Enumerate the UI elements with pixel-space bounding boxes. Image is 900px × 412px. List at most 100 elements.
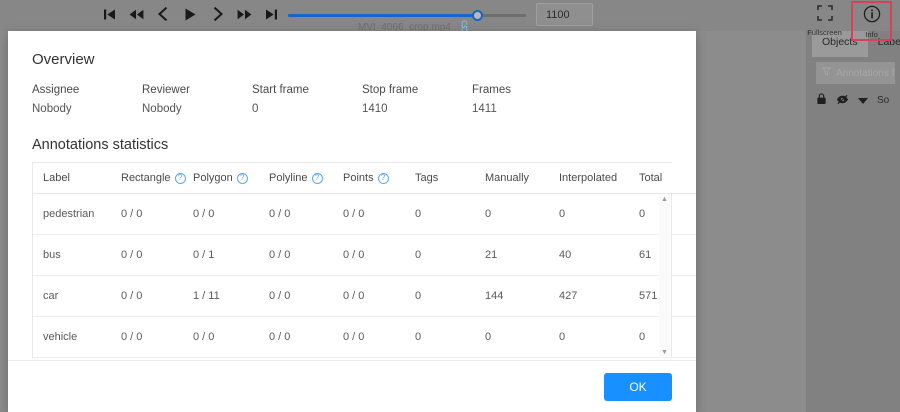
column-header-polyline: Polyline? xyxy=(259,163,333,194)
scroll-up-arrow-icon[interactable]: ▲ xyxy=(661,196,668,203)
column-header-label: Rectangle xyxy=(121,172,171,184)
play-icon[interactable] xyxy=(181,2,199,26)
overview-label-start-frame: Start frame xyxy=(252,84,309,96)
topbar-right-tools: Fullscreen Info xyxy=(804,1,892,41)
scroll-down-arrow-icon[interactable]: ▼ xyxy=(661,349,668,356)
column-header-rectangle: Rectangle? xyxy=(111,163,186,194)
frame-number-value: 1100 xyxy=(546,8,570,21)
ok-button[interactable]: OK xyxy=(604,372,672,401)
table-cell: 0 xyxy=(405,358,475,361)
table-vertical-scrollbar[interactable]: ▲ ▼ xyxy=(659,196,670,356)
table-cell: vehicle xyxy=(33,316,111,358)
annotations-statistics-table: Label Rectangle? Polygon? Polyline? Points? T… xyxy=(32,162,696,358)
last-frame-icon[interactable] xyxy=(262,2,280,26)
objects-sidebar: Objects Labels Annotations filte xyxy=(806,31,900,412)
table-cell: 40 xyxy=(549,234,629,276)
column-header-polygon: Polygon? xyxy=(183,163,259,194)
annotations-filter-input[interactable]: Annotations filte xyxy=(816,62,895,84)
task-info-modal: Overview Assignee Reviewer Start frame S… xyxy=(8,31,696,412)
table-cell: 144 xyxy=(475,275,549,317)
slider-handle[interactable] xyxy=(472,10,483,21)
info-label: Info xyxy=(865,30,878,39)
table-cell: 0 / 0 xyxy=(333,193,405,235)
playback-controls xyxy=(100,2,280,26)
slider-fill xyxy=(288,14,478,17)
overview-value-reviewer: Nobody xyxy=(142,103,182,115)
column-header-manually: Manually xyxy=(475,163,549,194)
overview-label-stop-frame: Stop frame xyxy=(362,84,419,96)
overview-label-assignee: Assignee xyxy=(32,84,80,96)
fullscreen-button[interactable]: Fullscreen xyxy=(804,1,845,37)
table-cell: 0 / 0 xyxy=(111,275,183,317)
table-cell: 0 / 0 xyxy=(259,193,333,235)
table-cell: 0 xyxy=(549,316,629,358)
table-cell: 0 / 0 xyxy=(111,193,183,235)
column-header-points: Points? xyxy=(333,163,405,194)
help-question-icon[interactable]: ? xyxy=(174,172,186,184)
overview-value-stop-frame: 1410 xyxy=(362,103,388,115)
table-cell: 0 xyxy=(405,275,475,317)
chevron-down-icon[interactable] xyxy=(858,94,868,108)
forward-jump-icon[interactable] xyxy=(235,2,253,26)
table-cell: 0 xyxy=(475,316,549,358)
previous-frame-icon[interactable] xyxy=(154,2,172,26)
table-cell: 427 xyxy=(549,275,629,317)
next-frame-icon[interactable] xyxy=(208,2,226,26)
info-icon xyxy=(863,5,881,28)
table-cell: 0 xyxy=(405,193,475,235)
table-row: Total0 / 01 / 120 / 00 / 00165467632 xyxy=(33,358,696,361)
info-button[interactable]: Info xyxy=(851,1,892,41)
column-header-label: Interpolated xyxy=(559,172,618,184)
column-header-label: Label xyxy=(33,163,111,194)
frame-slider[interactable] xyxy=(288,8,526,24)
player-topbar: 1100 MVI_4066_crop.mp4 🔗 Fullscreen xyxy=(0,0,900,41)
table-cell: pedestrian xyxy=(33,193,111,235)
overview-value-start-frame: 0 xyxy=(252,103,259,115)
frame-number-input[interactable]: 1100 xyxy=(536,3,593,26)
table-head: Label Rectangle? Polygon? Polyline? Points? T… xyxy=(33,163,696,194)
modal-body: Overview Assignee Reviewer Start frame S… xyxy=(8,31,696,360)
tab-objects[interactable]: Objects xyxy=(812,31,868,57)
help-question-icon[interactable]: ? xyxy=(236,172,248,184)
column-header-interpolated: Interpolated xyxy=(549,163,629,194)
lock-icon[interactable] xyxy=(816,93,827,108)
modal-footer: OK xyxy=(8,360,696,412)
table-cell: 0 / 0 xyxy=(333,358,405,361)
table-cell: Total xyxy=(33,358,111,361)
overview-grid: Assignee Reviewer Start frame Stop frame… xyxy=(32,84,672,115)
help-question-icon[interactable]: ? xyxy=(377,172,389,184)
column-header-label: Tags xyxy=(415,172,439,184)
first-frame-icon[interactable] xyxy=(100,2,118,26)
fullscreen-icon xyxy=(816,5,833,26)
column-header-label: Points xyxy=(343,172,374,184)
backward-jump-icon[interactable] xyxy=(127,2,145,26)
table-cell: 0 / 0 xyxy=(259,316,333,358)
column-header-label: Label xyxy=(43,172,70,184)
table-cell: 0 xyxy=(405,234,475,276)
table-cell: 0 xyxy=(405,316,475,358)
annotations-statistics-title: Annotations statistics xyxy=(32,137,169,153)
table-cell: 0 / 0 xyxy=(183,193,259,235)
help-question-icon[interactable]: ? xyxy=(311,172,323,184)
table-cell: 467 xyxy=(549,358,629,361)
table-cell: 0 / 0 xyxy=(333,316,405,358)
table-cell: 0 / 0 xyxy=(111,234,183,276)
table-cell: 0 / 0 xyxy=(259,358,333,361)
column-header-tags: Tags xyxy=(405,163,475,194)
overview-label-reviewer: Reviewer xyxy=(142,84,190,96)
overview-title: Overview xyxy=(32,51,95,68)
table-cell: 0 xyxy=(549,193,629,235)
table-header-row: Label Rectangle? Polygon? Polyline? Points? T… xyxy=(33,163,696,194)
sort-label[interactable]: So xyxy=(877,95,890,106)
overview-value-assignee: Nobody xyxy=(32,103,72,115)
table-cell: 0 / 1 xyxy=(183,234,259,276)
table-cell: 0 / 0 xyxy=(111,316,183,358)
table-cell: 0 / 0 xyxy=(111,358,183,361)
column-header-label: Polygon xyxy=(193,172,233,184)
filter-icon xyxy=(822,67,831,79)
eye-off-icon[interactable] xyxy=(836,94,849,108)
fullscreen-label: Fullscreen xyxy=(807,28,842,37)
table-cell: 0 / 0 xyxy=(259,234,333,276)
